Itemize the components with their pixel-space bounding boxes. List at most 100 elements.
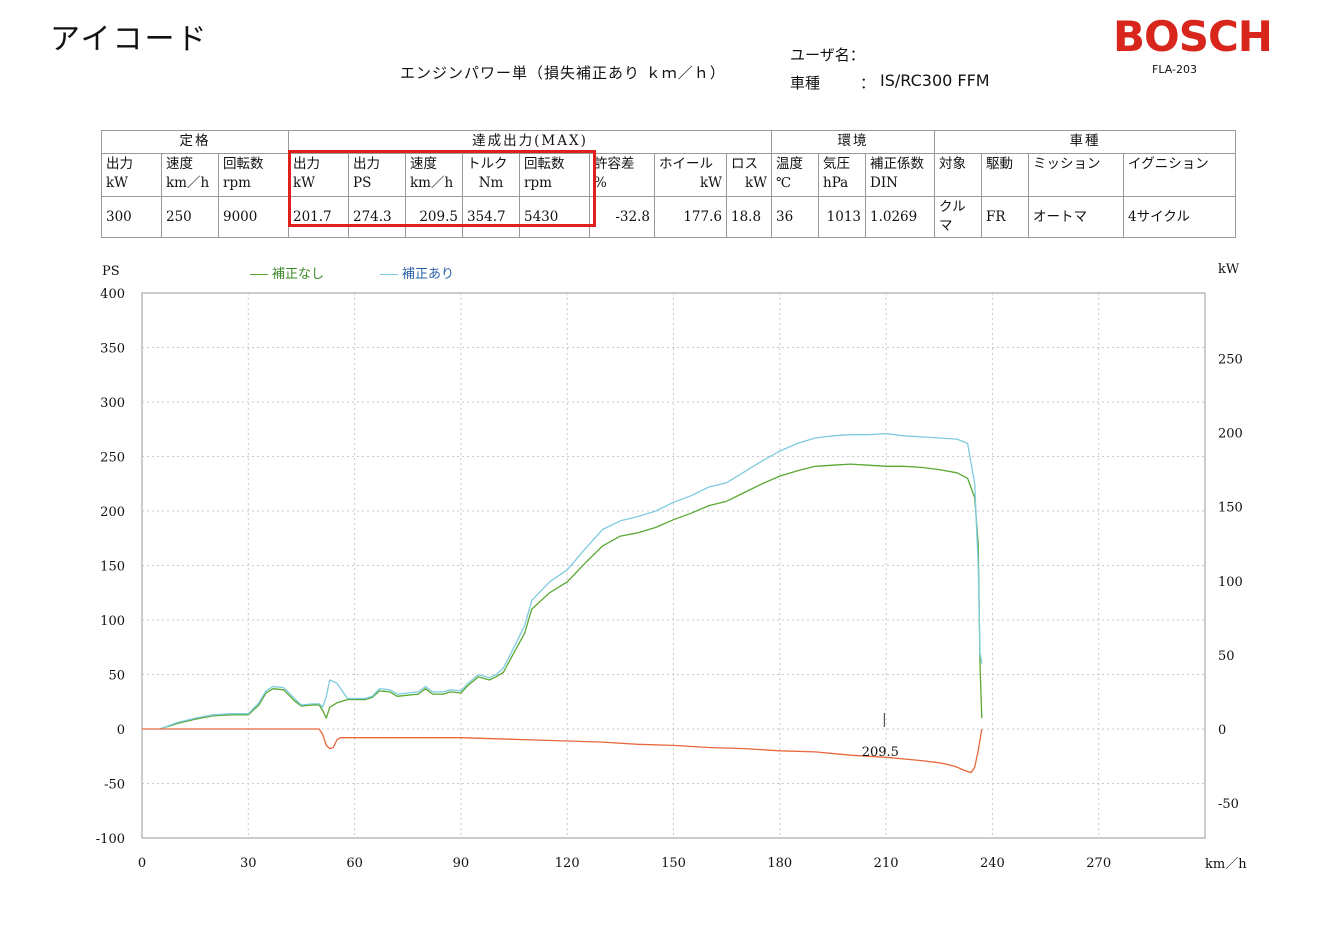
legend-corrected: 補正あり [380,263,454,282]
y-right-tick-label: 50 [1218,649,1235,664]
results-table: 定格 達成出力(MAX) 環境 車種 出力 kW 速度 km／h 回転数 rpm 出力 kW 出… [101,130,1236,238]
y-left-tick-label: 50 [108,669,125,684]
group-rated: 定格 [101,130,289,154]
cell-value-16: オートマ [1028,196,1124,238]
x-tick-label: 210 [874,856,899,871]
col-header-unit: hPa [823,175,849,191]
y-right-tick-label: -50 [1218,797,1239,812]
max-speed-annotation: 209.5 [862,745,899,760]
x-tick-label: 240 [980,856,1005,871]
col-header-title: 対象 [939,156,966,172]
x-tick-label: 0 [138,856,146,871]
y-left-tick-label: 100 [100,614,125,629]
col-header-8: 許容差% [589,153,655,197]
y-right-tick-label: 200 [1218,427,1243,442]
cell-value-2: 9000 [218,196,289,238]
cell-value-17: 4サイクル [1123,196,1236,238]
col-header-6: トルク Nm [462,153,520,197]
col-header-unit: Nm [478,175,504,191]
col-header-unit: kW [744,175,767,191]
col-header-16: ミッション [1028,153,1124,197]
y-right-tick-label: 150 [1218,501,1243,516]
y-left-axis-label: PS [102,264,120,279]
vehicle-label: 車種 [790,74,821,92]
y-right-tick-label: 0 [1218,723,1226,738]
cell-value-0: 300 [101,196,162,238]
legend-line-corrected [380,274,398,275]
y-left-tick-label: -100 [96,832,125,847]
vehicle-value: IS/RC300 FFM [880,71,990,90]
col-header-15: 駆動 [981,153,1029,197]
col-header-unit: ℃ [776,175,792,191]
uncorrected-power-line [159,463,983,730]
x-axis-unit-label: km／h [1205,857,1247,872]
legend-label-uncorrected: 補正なし [272,267,325,282]
col-header-title: 出力 [353,156,380,172]
col-header-title: トルク [467,156,508,172]
col-header-unit: rpm [223,175,251,191]
col-header-unit: kW [106,175,129,191]
cell-value-8: -32.8 [589,196,655,238]
col-header-title: 回転数 [223,156,264,172]
y-right-tick-label: 250 [1218,353,1243,368]
col-header-13: 補正係数 DIN [865,153,935,197]
y-left-tick-label: 300 [100,396,125,411]
x-tick-label: 90 [453,856,470,871]
col-header-unit: km／h [410,175,454,191]
col-header-1: 速度 km／h [161,153,219,197]
col-header-title: ミッション [1033,156,1101,172]
report-title: エンジンパワー単（損失補正あり ｋｍ／ｈ） [400,64,726,82]
y-right-axis-label: kW [1218,262,1240,277]
cell-value-6: 354.7 [462,196,520,238]
x-tick-label: 60 [346,856,363,871]
cell-value-11: 36 [771,196,819,238]
col-header-title: 速度 [166,156,193,172]
y-left-tick-label: 400 [100,287,125,302]
col-header-11: 温度 ℃ [771,153,819,197]
col-header-title: 出力 [293,156,320,172]
cell-value-7: 5430 [519,196,590,238]
col-header-4: 出力 PS [348,153,406,197]
col-header-title: イグニション [1128,156,1209,172]
col-header-10: ロス kW [726,153,772,197]
cell-value-14: クルマ [934,196,982,238]
col-header-title: 補正係数 [870,156,924,172]
x-tick-label: 150 [661,856,686,871]
col-header-unit: kW [293,175,316,191]
legend-label-corrected: 補正あり [402,267,455,282]
model-code: FLA-203 [1152,63,1197,76]
y-right-tick-label: 100 [1218,575,1243,590]
col-header-unit: km／h [166,175,210,191]
col-header-unit: PS [353,175,372,191]
y-left-tick-label: 200 [100,505,125,520]
col-header-title: 回転数 [524,156,565,172]
cell-value-5: 209.5 [405,196,463,238]
legend-line-uncorrected [250,274,268,275]
max-output-highlight [288,150,596,227]
corrected-power-line [159,432,983,730]
loss-line [142,728,983,774]
col-header-unit: kW [699,175,722,191]
y-left-tick-label: 350 [100,342,125,357]
y-left-tick-label: 150 [100,560,125,575]
col-header-2: 回転数 rpm [218,153,289,197]
col-header-unit: rpm [524,175,552,191]
col-header-3: 出力 kW [288,153,349,197]
col-header-7: 回転数 rpm [519,153,590,197]
y-left-tick-label: -50 [104,778,125,793]
user-name-label: ユーザ名： [790,46,865,64]
cell-value-15: FR [981,196,1029,238]
col-header-unit: DIN [870,175,898,191]
y-left-tick-label: 250 [100,451,125,466]
col-header-5: 速度 km／h [405,153,463,197]
col-header-title: 駆動 [986,156,1013,172]
col-header-title: 気圧 [823,156,850,172]
cell-value-10: 18.8 [726,196,772,238]
cell-value-12: 1013 [818,196,866,238]
col-header-17: イグニション [1123,153,1236,197]
y-left-tick-label: 0 [117,723,125,738]
col-header-title: 速度 [410,156,437,172]
x-tick-label: 120 [555,856,580,871]
vehicle-colon: ： [860,74,876,92]
